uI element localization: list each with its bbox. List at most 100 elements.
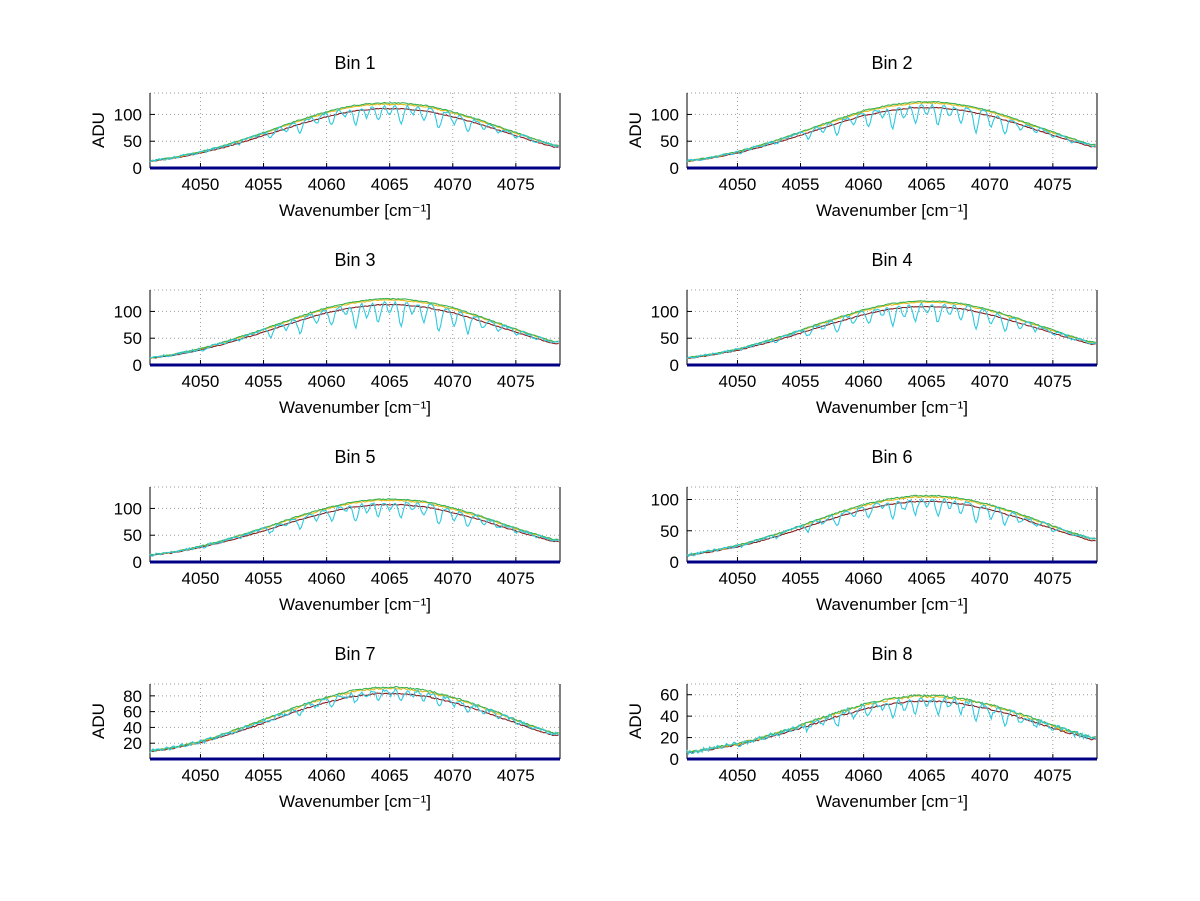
y-tick-label: 40 — [660, 707, 679, 726]
y-tick-label: 0 — [670, 750, 679, 769]
subplot-bin-8: Bin 8 ADU 4050 4055 4060 4065 4070 4075 0 20 40 6… — [577, 631, 1114, 828]
x-tick-label: 4050 — [719, 372, 757, 391]
x-axis-label: Wavenumber [cm⁻¹] — [279, 595, 431, 614]
x-tick-label: 4070 — [971, 569, 1009, 588]
subplot-title: Bin 8 — [871, 644, 913, 664]
x-axis-label: Wavenumber [cm⁻¹] — [816, 595, 968, 614]
subplot-title: Bin 2 — [871, 53, 913, 73]
series-cyan-line — [686, 301, 1096, 360]
y-tick-label: 0 — [133, 159, 142, 178]
series-green-line — [149, 498, 559, 556]
series-cyan-line — [149, 501, 559, 557]
x-tick-label: 4060 — [308, 175, 346, 194]
x-tick-label: 4055 — [782, 372, 820, 391]
x-tick-label: 4060 — [845, 175, 883, 194]
x-tick-label: 4055 — [245, 372, 283, 391]
y-tick-label: 20 — [123, 734, 142, 753]
series-red-line — [686, 106, 1096, 163]
x-axis-label: Wavenumber [cm⁻¹] — [279, 792, 431, 811]
y-tick-label: 50 — [660, 522, 679, 541]
x-tick-label: 4070 — [971, 372, 1009, 391]
x-tick-label: 4075 — [1034, 175, 1072, 194]
y-tick-label: 0 — [133, 553, 142, 572]
series-cyan-line — [149, 300, 559, 359]
y-tick-label: 50 — [123, 329, 142, 348]
x-axis-label: Wavenumber [cm⁻¹] — [279, 398, 431, 417]
series-red-line — [149, 503, 559, 557]
y-tick-label: 0 — [670, 159, 679, 178]
subplot-title: Bin 1 — [334, 53, 376, 73]
series-yellow-line — [149, 687, 560, 753]
x-tick-label: 4050 — [182, 175, 220, 194]
x-tick-label: 4075 — [497, 766, 535, 785]
subplot-grid: Bin 1 ADU 4050 4055 4060 4065 4070 4075 0 50 100… — [40, 40, 1114, 828]
x-tick-label: 4060 — [845, 372, 883, 391]
series-red-line — [149, 107, 559, 162]
x-axis-label: Wavenumber [cm⁻¹] — [279, 201, 431, 220]
series-cyan-line — [149, 104, 559, 163]
y-tick-label: 60 — [123, 703, 142, 722]
x-tick-label: 4050 — [182, 372, 220, 391]
x-tick-label: 4050 — [719, 175, 757, 194]
x-tick-label: 4075 — [497, 569, 535, 588]
x-tick-label: 4055 — [782, 766, 820, 785]
y-tick-label: 100 — [114, 105, 142, 124]
x-tick-label: 4060 — [308, 766, 346, 785]
x-tick-label: 4055 — [245, 766, 283, 785]
subplot-bin-3: Bin 3 4050 4055 4060 4065 4070 4075 0 50 100 Wav… — [40, 237, 577, 434]
series-red-line — [686, 305, 1096, 360]
y-tick-label: 50 — [123, 132, 142, 151]
x-tick-label: 4060 — [308, 569, 346, 588]
x-tick-label: 4060 — [845, 569, 883, 588]
series-green-line — [149, 101, 559, 162]
subplot-title: Bin 4 — [871, 250, 913, 270]
subplot-bin-5: Bin 5 4050 4055 4060 4065 4070 4075 0 50 100 Wav… — [40, 434, 577, 631]
x-tick-label: 4050 — [719, 569, 757, 588]
y-tick-label: 100 — [651, 105, 679, 124]
x-tick-label: 4050 — [719, 766, 757, 785]
series-cyan-line — [149, 688, 560, 754]
x-tick-label: 4075 — [497, 372, 535, 391]
series-red-line — [686, 500, 1096, 557]
x-tick-label: 4050 — [182, 569, 220, 588]
y-tick-label: 0 — [670, 356, 679, 375]
x-tick-label: 4055 — [245, 175, 283, 194]
x-tick-label: 4055 — [245, 569, 283, 588]
x-tick-label: 4075 — [1034, 372, 1072, 391]
y-tick-label: 100 — [114, 302, 142, 321]
subplot-title: Bin 3 — [334, 250, 376, 270]
series-green-line — [686, 693, 1096, 754]
x-tick-label: 4075 — [1034, 569, 1072, 588]
subplot-title: Bin 7 — [334, 644, 376, 664]
x-tick-label: 4060 — [308, 372, 346, 391]
y-tick-label: 60 — [660, 686, 679, 705]
x-tick-label: 4075 — [1034, 766, 1072, 785]
x-tick-label: 4070 — [434, 766, 472, 785]
series-cyan-line — [686, 696, 1097, 756]
x-tick-label: 4065 — [371, 766, 409, 785]
x-tick-label: 4070 — [971, 175, 1009, 194]
x-tick-label: 4070 — [434, 569, 472, 588]
x-tick-label: 4055 — [782, 569, 820, 588]
x-axis-label: Wavenumber [cm⁻¹] — [816, 201, 968, 220]
series-red-line — [686, 699, 1097, 754]
x-tick-label: 4065 — [908, 569, 946, 588]
x-tick-label: 4065 — [371, 372, 409, 391]
subplot-bin-2: Bin 2 ADU 4050 4055 4060 4065 4070 4075 0 50 100… — [577, 40, 1114, 237]
y-tick-label: 80 — [123, 687, 142, 706]
y-tick-label: 20 — [660, 729, 679, 748]
subplot-bin-4: Bin 4 4050 4055 4060 4065 4070 4075 0 50 100 Wav… — [577, 237, 1114, 434]
y-tick-label: 50 — [660, 132, 679, 151]
plot-area-bin-6: 4050 4055 4060 4065 4070 4075 0 50 100 — [651, 486, 1098, 588]
x-tick-label: 4070 — [434, 372, 472, 391]
x-tick-label: 4070 — [971, 766, 1009, 785]
subplot-title: Bin 5 — [334, 447, 376, 467]
series-yellow-line — [686, 495, 1096, 556]
x-tick-label: 4070 — [434, 175, 472, 194]
plot-area-bin-5: 4050 4055 4060 4065 4070 4075 0 50 100 — [114, 486, 561, 588]
subplot-bin-1: Bin 1 ADU 4050 4055 4060 4065 4070 4075 0 50 100… — [40, 40, 577, 237]
x-tick-label: 4065 — [908, 766, 946, 785]
